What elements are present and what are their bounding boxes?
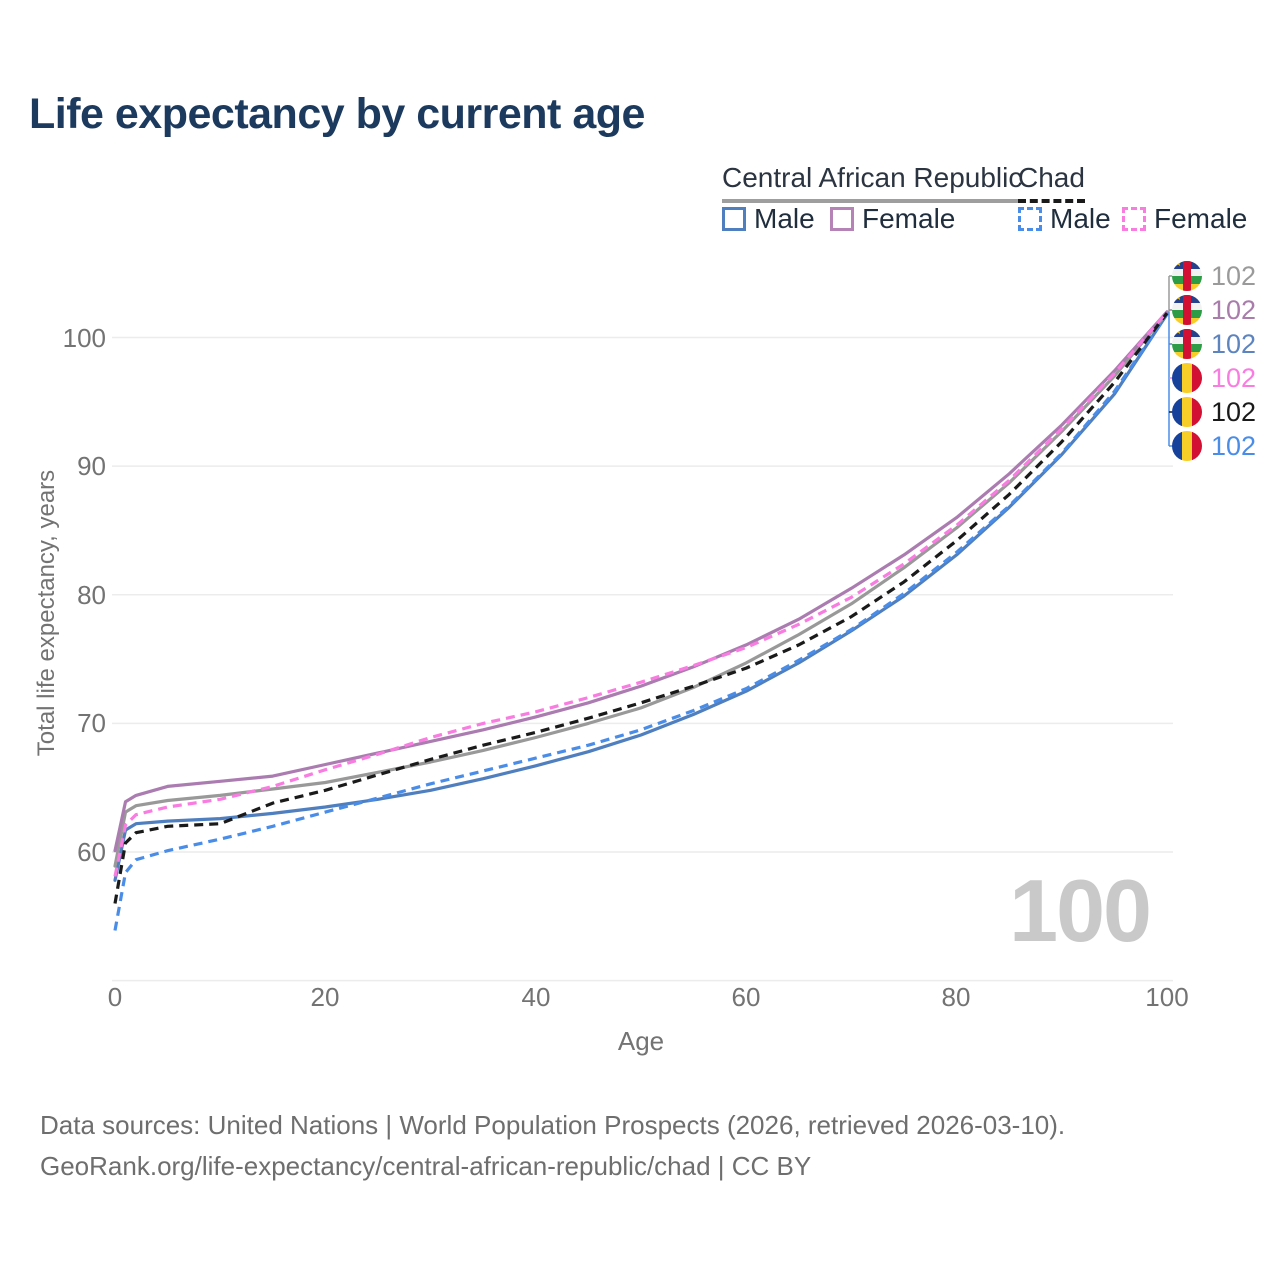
central-african-republic-flag-icon: ★ — [1172, 295, 1202, 325]
chad-flag-icon — [1172, 431, 1202, 461]
chad-flag-icon — [1172, 397, 1202, 427]
series-line — [113, 312, 1169, 904]
y-tick-label: 90 — [77, 451, 106, 481]
legend-swatch-chad-female-icon — [1122, 207, 1146, 231]
x-axis-title: Age — [617, 1026, 665, 1056]
legend-entry-label: Female — [862, 203, 956, 234]
end-label-value: 102 — [1211, 396, 1257, 427]
end-label-row: ★ 102 — [1172, 259, 1256, 293]
x-tick-label: 80 — [941, 982, 971, 1012]
y-tick-label: 70 — [77, 708, 106, 738]
series-line — [113, 313, 1169, 931]
legend-entry-label: Male — [754, 203, 815, 234]
legend-entry-label: Female — [1154, 203, 1248, 234]
end-label-value: 102 — [1211, 294, 1257, 325]
y-tick-label: 80 — [77, 580, 106, 610]
x-tick-label: 0 — [107, 982, 123, 1012]
x-tick-label: 60 — [731, 982, 761, 1012]
page-title: Life expectancy by current age — [29, 90, 645, 138]
chart-plot-area[interactable] — [0, 0, 1280, 1080]
age-indicator-watermark: 100 — [1009, 861, 1152, 960]
central-african-republic-flag-icon: ★ — [1172, 329, 1202, 359]
x-tick-label: 100 — [1145, 982, 1189, 1012]
end-label-value: 102 — [1211, 430, 1257, 461]
legend-entry-chad-male[interactable]: Male — [1018, 203, 1111, 235]
legend-swatch-chad-male-icon — [1018, 207, 1042, 231]
y-axis-title: Total life expectancy, years — [33, 469, 60, 757]
legend-entry-car-female[interactable]: Female — [830, 203, 955, 235]
legend-entry-car-male[interactable]: Male — [722, 203, 815, 235]
end-label-value: 102 — [1211, 328, 1257, 359]
footer: Data sources: United Nations | World Pop… — [40, 1105, 1065, 1187]
end-label-value: 102 — [1211, 260, 1257, 291]
x-tick-label: 40 — [521, 982, 551, 1012]
footer-attribution-link: GeoRank.org/life-expectancy/central-afri… — [40, 1151, 812, 1181]
legend-swatch-car-female-icon — [830, 207, 854, 231]
end-label-row: ★ 102 — [1172, 293, 1256, 327]
series-line — [113, 312, 1169, 882]
series-line — [113, 310, 1169, 853]
y-tick-label: 60 — [77, 837, 106, 867]
x-tick-label: 20 — [310, 982, 340, 1012]
legend-group-title[interactable]: Central African Republic — [722, 162, 1023, 203]
end-label-row: ★ 102 — [1172, 327, 1256, 361]
legend-swatch-car-male-icon — [722, 207, 746, 231]
central-african-republic-flag-icon: ★ — [1172, 261, 1202, 291]
y-tick-label: 100 — [62, 323, 106, 353]
series-line — [113, 310, 1169, 877]
series-line — [113, 311, 1169, 868]
legend-entry-label: Male — [1050, 203, 1111, 234]
legend-group-title[interactable]: Chad — [1018, 162, 1085, 203]
legend-entry-chad-female[interactable]: Female — [1122, 203, 1247, 235]
chad-flag-icon — [1172, 363, 1202, 393]
end-label-row: 102 — [1172, 361, 1256, 395]
end-label-value: 102 — [1211, 362, 1257, 393]
footer-data-sources: Data sources: United Nations | World Pop… — [40, 1110, 1066, 1140]
end-label-row: 102 — [1172, 429, 1256, 463]
end-label-row: 102 — [1172, 395, 1256, 429]
